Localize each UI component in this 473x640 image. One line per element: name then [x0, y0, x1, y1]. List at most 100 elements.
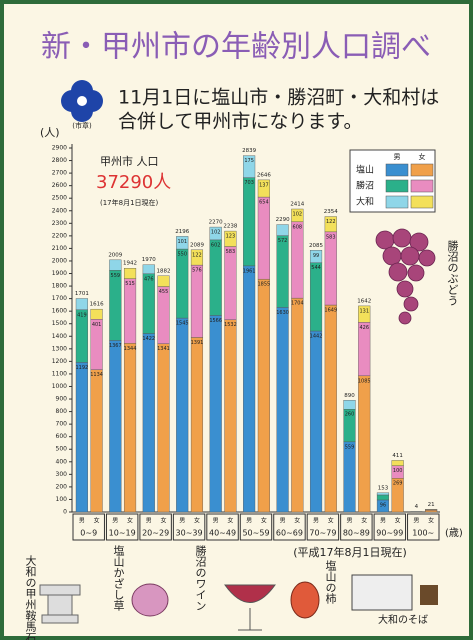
- title: 新・甲州市の年齢別人口調べ: [41, 30, 431, 65]
- x-tick-label: 70~79: [309, 529, 336, 538]
- bar-segment: [90, 369, 103, 513]
- bar-segment: [190, 249, 204, 266]
- bar-segment: [291, 221, 304, 299]
- segment-label: 1422: [142, 336, 155, 342]
- subtitle: 11月1日に塩山市・勝沼町・大和村は: [118, 87, 439, 109]
- total-label: 2085: [309, 243, 323, 249]
- segment-label: 1341: [157, 346, 170, 352]
- x-tick-label: 90~99: [376, 529, 403, 538]
- legend-swatch: [410, 179, 434, 193]
- y-tick-label: 2400: [52, 207, 67, 214]
- population-date: (17年8月1日現在): [100, 198, 159, 207]
- segment-label: 137: [259, 182, 269, 188]
- segment-label: 559: [345, 444, 355, 450]
- sex-label: 男: [313, 518, 319, 525]
- sex-label: 女: [395, 517, 401, 525]
- bar-segment: [309, 250, 323, 263]
- bar-segment: [243, 155, 256, 178]
- persimmon: [290, 581, 320, 619]
- bar-segment: [109, 259, 122, 271]
- x-tick-label: 10~19: [109, 529, 136, 538]
- segment-label: 608: [293, 224, 303, 230]
- segment-label: 1855: [257, 282, 270, 288]
- segment-label: 1391: [191, 340, 204, 346]
- category-box: [72, 513, 105, 541]
- bar-segment: [142, 264, 155, 274]
- y-axis-label: (人): [40, 126, 60, 139]
- segment-label: 260: [345, 412, 355, 418]
- bar-segment: [243, 177, 256, 267]
- y-tick-label: 1900: [52, 270, 67, 277]
- total-label: 1942: [123, 261, 137, 267]
- bar-segment: [425, 510, 438, 513]
- sex-label: 男: [346, 518, 352, 525]
- segment-label: 102: [293, 212, 303, 218]
- emblem: [61, 80, 103, 122]
- sex-label: 女: [261, 517, 267, 525]
- segment-label: 602: [211, 242, 221, 248]
- y-tick-label: 2300: [52, 220, 67, 227]
- segment-label: 515: [125, 281, 135, 287]
- segment-label: 419: [77, 312, 87, 318]
- decoration-caption: 塩山かざし草: [112, 544, 125, 611]
- total-label: 2238: [223, 224, 237, 230]
- segment-label: 122: [326, 219, 336, 225]
- segment-label: 476: [144, 276, 154, 282]
- bar-segment: [75, 362, 88, 513]
- category-box: [273, 513, 306, 541]
- legend-label: 大和: [356, 196, 374, 208]
- total-label: 2839: [242, 148, 256, 154]
- bar-segment: [209, 315, 222, 513]
- bar-segment: [190, 264, 204, 338]
- bar-segment: [157, 286, 170, 344]
- segment-label: 1566: [209, 318, 222, 324]
- segment-label: 122: [192, 252, 202, 258]
- y-tick-label: 900: [56, 396, 68, 403]
- decoration-caption: 勝沼のぶどう: [446, 239, 459, 306]
- sex-label: 男: [179, 518, 185, 525]
- y-tick-label: 2100: [52, 245, 67, 252]
- bar-segment: [176, 248, 189, 319]
- segment-label: 583: [326, 234, 336, 240]
- y-tick-label: 1800: [52, 283, 67, 290]
- x-tick-label: 80~89: [343, 529, 370, 538]
- total-label: 2270: [209, 220, 223, 226]
- bar-segment: [276, 235, 289, 308]
- category-box: [373, 513, 407, 541]
- y-tick-label: 300: [56, 471, 68, 478]
- segment-label: 1085: [358, 378, 371, 384]
- x-tick-label: 100~: [412, 529, 434, 538]
- y-tick-label: 1300: [52, 345, 67, 352]
- y-tick-label: 2900: [52, 145, 67, 152]
- category-box: [105, 513, 139, 541]
- y-tick-label: 1100: [52, 370, 67, 377]
- bar-segment: [376, 492, 390, 496]
- sex-label: 女: [227, 517, 233, 525]
- bar-segment: [224, 230, 237, 247]
- legend-label: 塩山: [356, 164, 374, 176]
- y-tick-label: 2200: [52, 232, 67, 239]
- total-label: 411: [392, 453, 403, 459]
- y-tick-label: 1600: [52, 308, 67, 315]
- legend-header: 男: [394, 153, 401, 161]
- segment-label: 102: [211, 230, 221, 236]
- total-label: 1616: [90, 302, 104, 308]
- segment-label: 1532: [224, 322, 237, 328]
- soba-box: [351, 574, 438, 611]
- bar-segment: [324, 216, 337, 233]
- total-label: 1701: [75, 291, 89, 297]
- segment-label: 175: [244, 158, 254, 164]
- sex-label: 女: [361, 517, 367, 525]
- y-tick-label: 400: [56, 458, 68, 465]
- segment-label: 559: [111, 273, 121, 279]
- segment-label: 401: [92, 322, 102, 328]
- segment-label: 1134: [90, 372, 103, 378]
- sex-label: 女: [194, 517, 200, 525]
- legend-swatch: [410, 163, 434, 177]
- sex-label: 男: [280, 518, 286, 525]
- bar-segment: [309, 330, 323, 513]
- legend-swatch: [410, 195, 434, 209]
- segment-label: 583: [226, 249, 236, 255]
- sex-label: 女: [127, 517, 133, 525]
